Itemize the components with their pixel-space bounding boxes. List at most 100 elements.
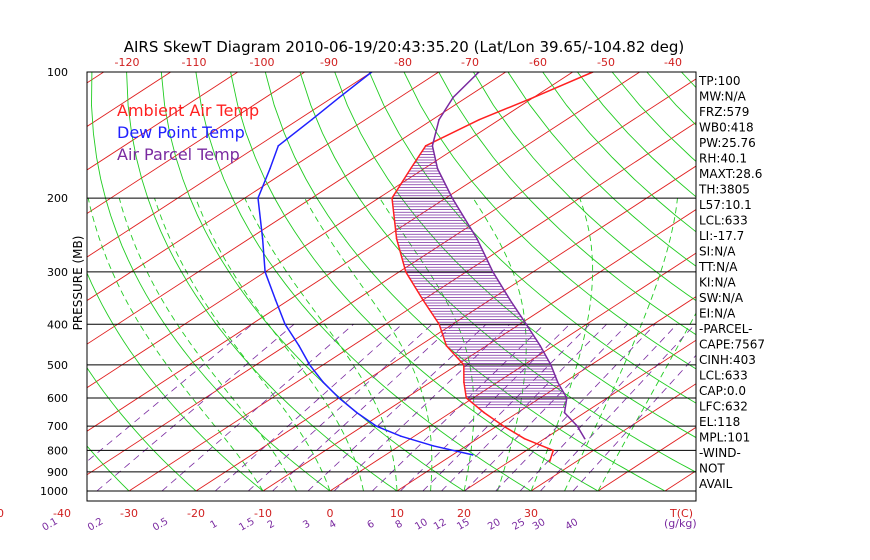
dew-point-profile-point: [261, 237, 264, 240]
dew-point-profile-point: [274, 299, 277, 301]
mixing-ratio-line: [572, 354, 696, 492]
pressure-tick-label: 400: [47, 318, 68, 331]
dew-point-profile-point: [471, 454, 474, 456]
top-temperature-ticks: -120 -110 -100 -90 -80 -70 -60 -50 -40: [115, 56, 682, 69]
mixing-ratio-line: [519, 323, 678, 492]
stat-line: WB0:418: [699, 121, 754, 135]
isotherm-line: [463, 339, 696, 492]
pressure-tick-label: 100: [47, 66, 68, 79]
mixing-ratio-line: [441, 323, 607, 492]
parcel-profile-point: [566, 397, 568, 399]
dew-point-profile-point: [310, 118, 313, 121]
moist-adiabat-line: [304, 197, 433, 492]
bottom-temperature-tick-label: 20: [457, 507, 471, 520]
top-temperature-tick-label: -100: [250, 56, 275, 69]
stat-line: LCL:633: [699, 369, 748, 383]
y-axis-label: PRESSURE (MB): [71, 236, 85, 331]
stat-line: LFC:632: [699, 400, 748, 414]
parcel-profile-point: [556, 381, 559, 384]
temperature-profile-point: [438, 323, 440, 326]
mixing-ratio-tick-label: 8: [394, 518, 405, 531]
parcel-profile-point: [583, 437, 586, 440]
dew-point-profile-point: [298, 344, 300, 347]
temperature-profile-point: [502, 425, 505, 427]
pressure-tick-label: 200: [47, 192, 68, 205]
stat-line: PW:25.76: [699, 136, 756, 150]
top-temperature-tick-label: -50: [597, 56, 615, 69]
stat-line: -PARCEL-: [699, 322, 753, 336]
stat-line: LCL:633: [699, 214, 748, 228]
temperature-profile-point: [462, 364, 465, 366]
isotherm-line: [87, 72, 573, 389]
parcel-profile-point: [452, 96, 454, 99]
plot-frame: [86, 71, 697, 502]
mixing-ratio-tick-label: 6: [366, 518, 377, 531]
parcel-profile-point: [539, 344, 541, 347]
isotherm-line: [87, 72, 238, 171]
top-temperature-tick-label: -40: [664, 56, 682, 69]
parcel-profile-point: [492, 271, 494, 273]
top-temperature-tick-label: -90: [320, 56, 338, 69]
temperature-profile-point: [409, 167, 412, 170]
stat-line: -WIND-: [699, 446, 741, 460]
isotherm-line: [87, 72, 372, 258]
pressure-tick-label: 500: [47, 359, 68, 372]
mixing-ratio-line: [464, 323, 628, 492]
bottom-temperature-tick-label: -30: [120, 507, 138, 520]
dry-adiabat-line: [786, 72, 870, 491]
mixing-ratio-line: [87, 323, 253, 462]
dry-adiabat-line: [751, 72, 870, 491]
isotherm-line: [262, 209, 696, 492]
dew-point-profile-point: [269, 167, 271, 170]
profiles: [257, 72, 594, 463]
isotherm-line: [530, 383, 696, 492]
moist-adiabat-line: [118, 197, 297, 492]
dew-point-profile-point: [257, 197, 259, 199]
parcel-profile-point: [576, 425, 579, 427]
bottom-temperature-ticks: -50 -40 -30 -20 -10 0 10 20 30: [0, 507, 538, 520]
dew-point-profile-point: [277, 144, 280, 147]
temperature-profile-point: [463, 381, 465, 384]
stat-line: EL:118: [699, 415, 740, 429]
temperature-profile-point: [422, 299, 424, 301]
mixing-ratio-line: [400, 323, 570, 492]
mixing-ratio-tick-label: 20: [486, 517, 503, 533]
mixing-ratio-line: [495, 323, 656, 492]
isotherm-line: [87, 72, 305, 215]
dew-point-profile-point: [308, 364, 311, 366]
top-temperature-tick-label: -110: [182, 56, 207, 69]
mixing-ratio-line: [214, 323, 403, 492]
stat-line: MPL:101: [699, 431, 750, 445]
mixing-ratio-line: [333, 323, 511, 492]
stat-line: TP:100: [698, 74, 741, 88]
isotherm-line: [329, 252, 696, 492]
mixing-ratio-tick-label: 3: [301, 518, 312, 531]
dew-point-profile-point: [284, 323, 286, 326]
dew-point-profile-point: [356, 411, 358, 414]
dew-point-profile-point: [432, 444, 434, 447]
mixing-ratio-line: [540, 323, 696, 492]
dew-point-profile: [257, 72, 473, 456]
stat-line: CAPE:7567: [699, 338, 765, 352]
pressure-tick-labels: 100 200 300 400 500 600 700 800 900 1000: [40, 66, 68, 498]
mixing-ratio-tick-label: 1: [208, 518, 219, 531]
dry-adiabat-line: [438, 72, 696, 336]
stat-line: L57:10.1: [699, 198, 752, 212]
stat-line: MW:N/A: [699, 90, 747, 104]
dry-adiabat-line: [334, 72, 696, 439]
temperature-profile-point: [523, 437, 526, 440]
bottom-temperature-tick-label: -20: [187, 507, 205, 520]
dew-point-profile-point: [400, 435, 402, 438]
pressure-tick-label: 800: [47, 444, 68, 457]
mixing-ratio-tick-label: 40: [564, 517, 581, 533]
bottom-unit-label: T(C): [669, 507, 693, 520]
legend-entry: Ambient Air Temp: [117, 101, 259, 120]
temperature-profile-point: [548, 460, 551, 463]
moist-adiabat-line: [472, 197, 527, 492]
bottom-temperature-tick-label: 10: [390, 507, 404, 520]
parcel-profile-point: [525, 323, 528, 326]
pressure-tick-label: 1000: [40, 485, 68, 498]
top-temperature-tick-label: -60: [529, 56, 547, 69]
dry-adiabat-line: [87, 271, 264, 492]
